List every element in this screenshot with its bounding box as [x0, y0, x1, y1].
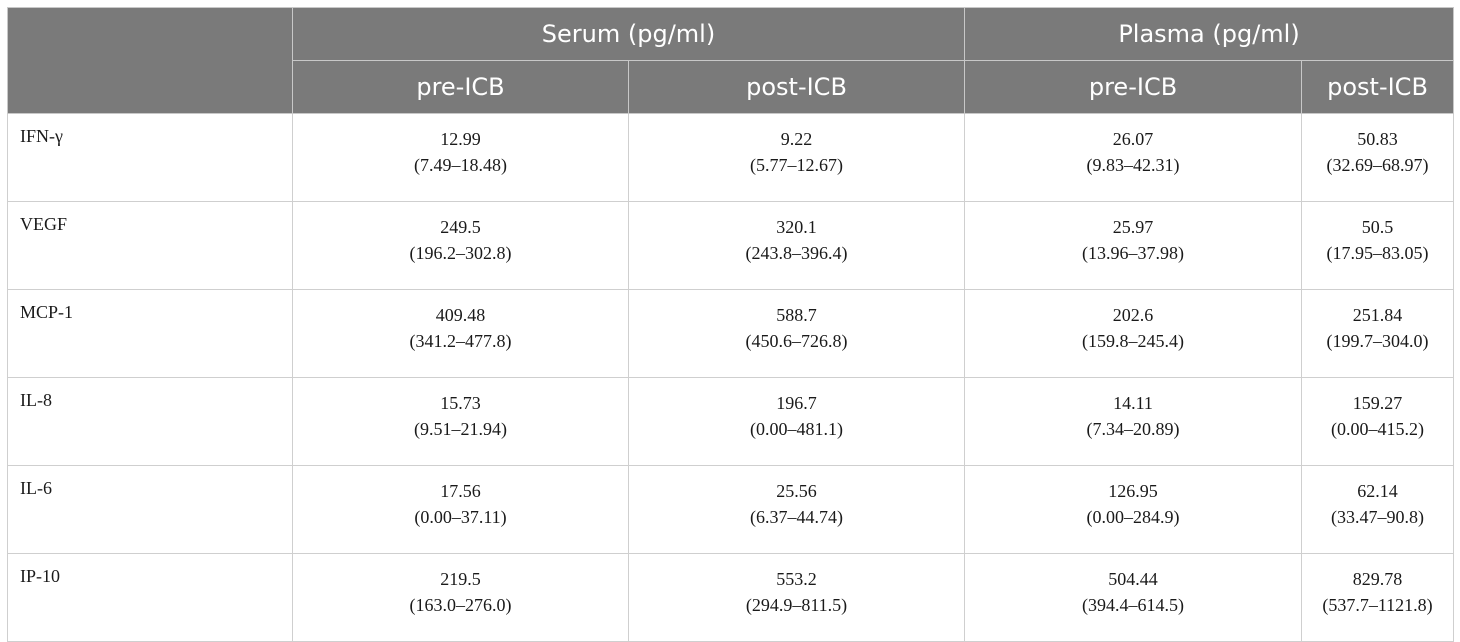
table-row: VEGF 249.5 (196.2–302.8) 320.1 (243.8–39…: [7, 201, 1455, 290]
cell-median: 409.48: [435, 305, 486, 325]
cell-median: 12.99: [440, 129, 481, 149]
table-row: IFN-γ 12.99 (7.49–18.48) 9.22 (5.77–12.6…: [7, 113, 1455, 202]
cell-range: (159.8–245.4): [1082, 331, 1185, 351]
row-label: IP-10: [7, 553, 293, 642]
cell-median: 126.95: [1108, 481, 1158, 501]
cell-median: 219.5: [440, 569, 481, 589]
cell-range: (537.7–1121.8): [1322, 595, 1433, 615]
cell-median: 251.84: [1352, 305, 1403, 325]
cell-range: (9.51–21.94): [414, 419, 507, 439]
cell-median: 159.27: [1352, 393, 1403, 413]
header-plasma-post-icb: post-ICB: [1301, 60, 1455, 114]
cytokine-table-container: Serum (pg/ml) Plasma (pg/ml) pre-ICB pos…: [7, 7, 1455, 642]
cell-range: (17.95–83.05): [1326, 243, 1429, 263]
cell-median: 504.44: [1108, 569, 1158, 589]
cell-median: 202.6: [1112, 305, 1154, 325]
table-cell: 504.44 (394.4–614.5): [964, 553, 1303, 642]
table-cell: 25.97 (13.96–37.98): [964, 201, 1303, 290]
cell-median: 320.1: [776, 217, 817, 237]
row-label: IL-8: [7, 377, 293, 466]
table-cell: 249.5 (196.2–302.8): [292, 201, 629, 290]
cell-median: 14.11: [1113, 393, 1153, 413]
row-label: IFN-γ: [7, 113, 293, 202]
table-cell: 251.84 (199.7–304.0): [1301, 289, 1455, 378]
cell-range: (450.6–726.8): [745, 331, 848, 351]
cell-median: 588.7: [776, 305, 817, 325]
table-cell: 588.7 (450.6–726.8): [627, 289, 966, 378]
cell-range: (13.96–37.98): [1082, 243, 1185, 263]
table-row: IP-10 219.5 (163.0–276.0) 553.2 (294.9–8…: [7, 553, 1455, 642]
header-serum-post-icb: post-ICB: [627, 60, 966, 114]
table-cell: 159.27 (0.00–415.2): [1301, 377, 1455, 466]
table-cell: 553.2 (294.9–811.5): [627, 553, 966, 642]
table-cell: 62.14 (33.47–90.8): [1301, 465, 1455, 554]
table-cell: 202.6 (159.8–245.4): [964, 289, 1303, 378]
cell-range: (196.2–302.8): [409, 243, 512, 263]
cell-median: 17.56: [440, 481, 481, 501]
table-cell: 320.1 (243.8–396.4): [627, 201, 966, 290]
table-cell: 126.95 (0.00–284.9): [964, 465, 1303, 554]
row-label: VEGF: [7, 201, 293, 290]
row-label: MCP-1: [7, 289, 293, 378]
table-cell: 9.22 (5.77–12.67): [627, 113, 966, 202]
cell-median: 15.73: [440, 393, 481, 413]
table-cell: 17.56 (0.00–37.11): [292, 465, 629, 554]
cell-range: (9.83–42.31): [1086, 155, 1180, 175]
cell-median: 9.22: [780, 129, 813, 149]
table-cell: 50.5 (17.95–83.05): [1301, 201, 1455, 290]
cell-range: (0.00–415.2): [1331, 419, 1425, 439]
cytokine-table: Serum (pg/ml) Plasma (pg/ml) pre-ICB pos…: [7, 7, 1455, 642]
cell-range: (394.4–614.5): [1082, 595, 1185, 615]
table-cell: 829.78 (537.7–1121.8): [1301, 553, 1455, 642]
cell-median: 26.07: [1112, 129, 1154, 149]
cell-median: 829.78: [1352, 569, 1403, 589]
cell-median: 196.7: [776, 393, 817, 413]
table-row: MCP-1 409.48 (341.2–477.8) 588.7 (450.6–…: [7, 289, 1455, 378]
cell-median: 50.83: [1357, 129, 1398, 149]
table-cell: 15.73 (9.51–21.94): [292, 377, 629, 466]
cell-median: 50.5: [1361, 217, 1394, 237]
table-cell: 26.07 (9.83–42.31): [964, 113, 1303, 202]
table-row: IL-8 15.73 (9.51–21.94) 196.7 (0.00–481.…: [7, 377, 1455, 466]
cell-range: (243.8–396.4): [745, 243, 848, 263]
table-cell: 14.11 (7.34–20.89): [964, 377, 1303, 466]
row-label: IL-6: [7, 465, 293, 554]
header-serum-pre-icb: pre-ICB: [292, 60, 629, 114]
cell-range: (294.9–811.5): [745, 595, 848, 615]
cell-range: (0.00–284.9): [1086, 507, 1180, 527]
header-row-timepoints: pre-ICB post-ICB pre-ICB post-ICB: [8, 60, 1455, 114]
cell-range: (33.47–90.8): [1331, 507, 1425, 527]
header-group-serum: Serum (pg/ml): [291, 7, 966, 61]
cell-range: (5.77–12.67): [750, 155, 843, 175]
cell-median: 25.97: [1112, 217, 1154, 237]
cell-median: 249.5: [440, 217, 481, 237]
cell-range: (0.00–37.11): [414, 507, 507, 527]
cell-range: (7.34–20.89): [1086, 419, 1180, 439]
table-cell: 409.48 (341.2–477.8): [292, 289, 629, 378]
header-plasma-pre-icb: pre-ICB: [964, 60, 1303, 114]
table-row: IL-6 17.56 (0.00–37.11) 25.56 (6.37–44.7…: [7, 465, 1455, 554]
cell-range: (32.69–68.97): [1326, 155, 1429, 175]
cell-range: (6.37–44.74): [750, 507, 843, 527]
table-cell: 12.99 (7.49–18.48): [292, 113, 629, 202]
cell-median: 62.14: [1357, 481, 1398, 501]
table-cell: 219.5 (163.0–276.0): [292, 553, 629, 642]
header-row-groups: Serum (pg/ml) Plasma (pg/ml): [7, 7, 1455, 114]
header-group-plasma: Plasma (pg/ml): [964, 7, 1455, 61]
table-cell: 25.56 (6.37–44.74): [627, 465, 966, 554]
cell-range: (341.2–477.8): [409, 331, 512, 351]
table-cell: 196.7 (0.00–481.1): [627, 377, 966, 466]
header-corner-cell: [7, 7, 293, 114]
cell-range: (7.49–18.48): [414, 155, 507, 175]
table-cell: 50.83 (32.69–68.97): [1301, 113, 1455, 202]
cell-range: (163.0–276.0): [409, 595, 512, 615]
cell-range: (199.7–304.0): [1326, 331, 1429, 351]
cell-median: 553.2: [776, 569, 817, 589]
cell-range: (0.00–481.1): [750, 419, 843, 439]
cell-median: 25.56: [776, 481, 817, 501]
